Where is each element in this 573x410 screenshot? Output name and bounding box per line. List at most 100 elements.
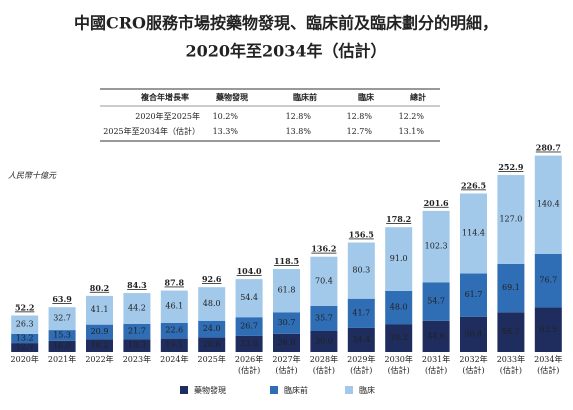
total-label: 104.0 — [237, 266, 262, 276]
bar-segment — [48, 340, 76, 352]
table-header: 藥物發現 — [215, 92, 248, 102]
data-label: 54.7 — [427, 297, 445, 306]
bar-segment — [385, 290, 413, 325]
x-tick-label: 2030年(估計) — [385, 354, 413, 375]
bar-segment — [86, 324, 113, 340]
bar-segment — [48, 330, 76, 341]
bar-segment — [11, 315, 39, 334]
data-label: 26.7 — [240, 322, 258, 331]
bar-segment — [86, 295, 113, 325]
data-label: 76.7 — [539, 276, 557, 285]
bar-segment — [123, 324, 151, 340]
table-cell: 12.8% — [286, 112, 312, 121]
bar-segment — [422, 210, 450, 283]
data-label: 41.7 — [352, 308, 370, 317]
data-label: 21.7 — [128, 327, 146, 336]
data-label: 19.1 — [165, 340, 183, 349]
bar-segment — [534, 253, 562, 308]
bar-segment — [48, 307, 76, 331]
bar-segment — [273, 333, 300, 352]
chart-title: 2020年至2034年（估計） — [185, 42, 386, 61]
data-label: 32.7 — [53, 314, 71, 323]
bar-segment — [198, 287, 226, 321]
data-label: 26.0 — [278, 338, 296, 347]
data-label: 44.6 — [427, 331, 445, 340]
data-label: 48.0 — [203, 299, 221, 308]
bar-segment — [273, 312, 300, 334]
data-label: 80.3 — [352, 266, 370, 275]
table-header: 臨床 — [358, 92, 375, 102]
table-cell: 13.8% — [286, 127, 312, 136]
data-label: 91.0 — [390, 254, 408, 263]
bar-segment — [310, 256, 338, 307]
table-header: 複合年增長率 — [140, 92, 189, 102]
bar-segment — [160, 290, 188, 323]
bar-segment — [123, 339, 151, 352]
x-tick-label: 2023年 — [123, 354, 151, 364]
data-label: 114.4 — [462, 228, 485, 237]
total-label: 178.2 — [386, 214, 411, 224]
data-label: 12.7 — [16, 343, 34, 352]
table-header: 總計 — [410, 92, 426, 102]
data-label: 70.4 — [315, 276, 333, 285]
table-cell: 13.1% — [399, 127, 425, 136]
total-label: 92.6 — [202, 274, 222, 284]
data-label: 61.7 — [465, 290, 483, 299]
bar-segment — [160, 338, 188, 352]
data-label: 69.1 — [502, 283, 520, 292]
bar-segment — [273, 269, 300, 313]
bar-segment — [11, 333, 39, 344]
legend-label: 藥物發現 — [194, 385, 226, 395]
table-cell: 2020年至2025年 — [135, 111, 200, 121]
bar-segment — [347, 298, 375, 328]
table-cell: 12.2% — [399, 112, 425, 121]
data-label: 13.2 — [16, 333, 34, 342]
data-label: 16.0 — [53, 341, 71, 350]
data-label: 15.3 — [53, 330, 71, 339]
x-tick-label: 2021年 — [48, 354, 76, 364]
total-label: 80.2 — [90, 283, 109, 293]
bar-segment — [460, 273, 487, 317]
data-label: 20.9 — [91, 327, 109, 336]
bar-segment — [385, 324, 413, 352]
x-tick-label: 2034年(估計) — [534, 354, 562, 375]
data-label: 26.3 — [16, 320, 34, 329]
table-cell: 13.3% — [213, 127, 239, 136]
bar-segment — [310, 306, 338, 331]
legend-swatch — [270, 386, 278, 394]
bar-segment — [497, 175, 525, 264]
total-label: 63.9 — [52, 294, 72, 304]
total-label: 87.8 — [165, 278, 185, 288]
x-tick-label: 2027年(估計) — [272, 354, 300, 375]
data-label: 56.7 — [502, 327, 520, 336]
total-label: 52.2 — [15, 302, 34, 312]
legend-swatch — [180, 386, 188, 394]
total-label: 226.5 — [461, 180, 486, 190]
legend-label: 臨床前 — [284, 385, 308, 395]
data-label: 22.6 — [165, 326, 183, 335]
bar-segment — [422, 282, 450, 321]
bar-segment — [460, 316, 487, 352]
data-label: 20.6 — [203, 340, 221, 349]
bar-segment — [534, 307, 562, 352]
data-label: 23.0 — [240, 339, 258, 348]
x-tick-label: 2026年(估計) — [235, 354, 263, 375]
x-tick-label: 2024年 — [160, 354, 188, 364]
bar-segment — [347, 242, 375, 299]
table-cell: 12.7% — [347, 127, 373, 136]
legend-label: 臨床 — [359, 385, 375, 395]
data-label: 46.1 — [165, 302, 183, 311]
bar-segment — [235, 317, 263, 336]
x-tick-label: 2028年(估計) — [310, 354, 338, 375]
total-label: 156.5 — [349, 230, 374, 240]
bar-segment — [310, 331, 338, 352]
total-label: 252.9 — [498, 162, 523, 172]
data-label: 44.2 — [128, 304, 146, 313]
bar-segment — [160, 322, 188, 339]
data-label: 63.5 — [539, 325, 557, 334]
bar-segment — [123, 293, 151, 324]
data-label: 50.4 — [465, 329, 483, 338]
data-label: 18.2 — [91, 341, 109, 350]
data-label: 30.7 — [278, 318, 296, 327]
table-cell: 2025年至2034年（估計） — [103, 126, 200, 136]
